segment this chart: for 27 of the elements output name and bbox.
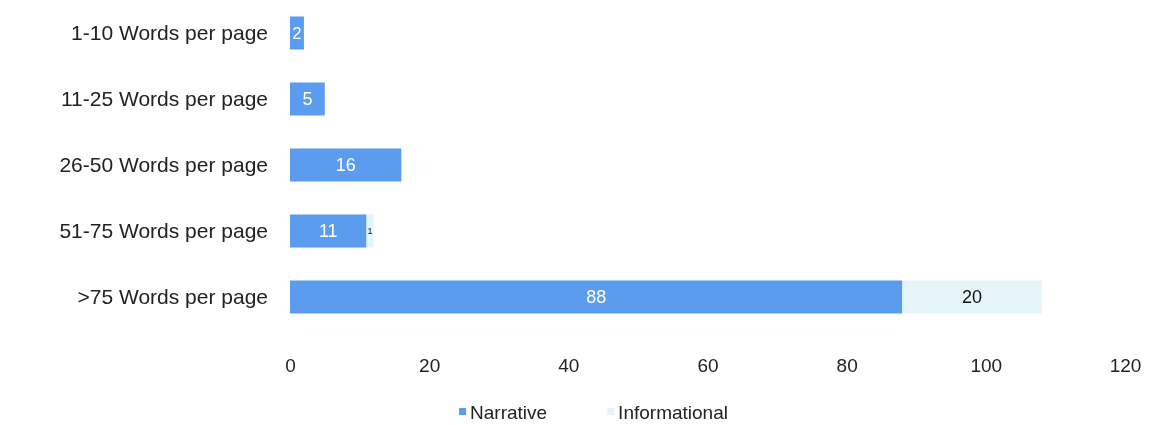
data-label: 11 — [318, 221, 338, 241]
x-tick-label: 60 — [697, 354, 719, 376]
data-label: 2 — [292, 23, 302, 43]
bar — [290, 214, 367, 248]
x-tick-label: 0 — [285, 354, 296, 376]
data-label: 20 — [961, 287, 982, 307]
bar — [902, 280, 1042, 314]
bar — [366, 214, 374, 248]
x-tick-label: 20 — [419, 354, 441, 376]
x-tick-label: 40 — [558, 354, 580, 376]
bar — [290, 280, 903, 314]
y-tick-label: 51-75 Words per page — [59, 218, 268, 242]
y-tick-label: 26-50 Words per page — [59, 152, 268, 176]
legend-label: Narrative — [470, 401, 548, 423]
x-tick-label: 80 — [836, 354, 858, 376]
bar — [290, 148, 402, 182]
x-tick-label: 120 — [1109, 354, 1142, 376]
data-label: 16 — [335, 155, 356, 175]
data-label: 1 — [367, 226, 373, 236]
y-tick-label: 1-10 Words per page — [71, 20, 268, 44]
bar — [290, 82, 325, 116]
data-label: 88 — [586, 287, 607, 307]
y-tick-label: >75 Words per page — [77, 284, 268, 308]
y-tick-label: 11-25 Words per page — [60, 86, 268, 110]
legend-label: Informational — [618, 401, 728, 423]
x-tick-label: 100 — [970, 354, 1003, 376]
data-label: 5 — [302, 89, 313, 109]
